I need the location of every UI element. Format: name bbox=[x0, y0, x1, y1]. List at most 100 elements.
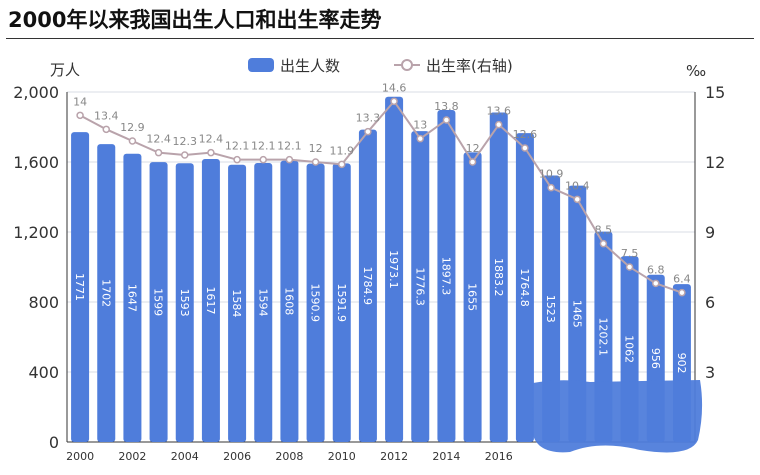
rate-point bbox=[652, 279, 660, 288]
rate-value-label: 6.4 bbox=[673, 273, 691, 286]
bar-value-label: 1764.8 bbox=[518, 268, 531, 307]
rate-value-label: 14 bbox=[73, 95, 87, 108]
bar bbox=[254, 163, 273, 443]
rate-value-label: 12.4 bbox=[146, 133, 171, 146]
bar-value-label: 1702 bbox=[99, 279, 112, 307]
bar-value-label: 1655 bbox=[466, 283, 479, 311]
y2-tick-label: 15 bbox=[705, 83, 725, 102]
bar-value-label: 1465 bbox=[570, 300, 583, 328]
bar-value-label: 956 bbox=[649, 348, 662, 369]
bar bbox=[123, 153, 142, 442]
rate-value-label: 14.6 bbox=[382, 81, 407, 94]
y-tick-label: 1,600 bbox=[13, 153, 59, 172]
x-tick-label: 2010 bbox=[328, 450, 356, 463]
rate-point bbox=[390, 97, 398, 106]
rate-point bbox=[338, 160, 346, 169]
rate-point bbox=[233, 155, 241, 164]
rate-value-label: 13.6 bbox=[487, 105, 512, 118]
bar-value-label: 1883.2 bbox=[492, 258, 505, 297]
x-tick-label: 2014 bbox=[432, 450, 460, 463]
y-tick-label: 400 bbox=[28, 363, 59, 382]
x-tick-label: 2002 bbox=[118, 450, 146, 463]
bar-value-label: 1591.9 bbox=[335, 283, 348, 322]
rate-point bbox=[521, 144, 529, 152]
bar bbox=[463, 152, 482, 442]
rate-point bbox=[468, 158, 477, 166]
bar bbox=[437, 109, 456, 442]
rate-value-label: 12.9 bbox=[120, 121, 145, 134]
title-divider bbox=[6, 38, 754, 39]
y2-tick-label: 9 bbox=[705, 223, 715, 242]
bar bbox=[358, 129, 377, 442]
y-tick-label: 800 bbox=[28, 293, 59, 312]
rate-point bbox=[311, 158, 320, 166]
bar-value-label: 902 bbox=[675, 353, 688, 374]
x-tick-label: 2000 bbox=[66, 450, 94, 463]
rate-point bbox=[128, 137, 137, 145]
y2-tick-label: 6 bbox=[705, 293, 715, 312]
rate-value-label: 12.4 bbox=[199, 133, 224, 146]
bar-value-label: 1647 bbox=[125, 284, 138, 312]
rate-point bbox=[285, 155, 294, 164]
rate-point bbox=[207, 148, 215, 157]
bar bbox=[332, 163, 351, 443]
bar bbox=[228, 164, 247, 443]
rate-value-label: 12.1 bbox=[225, 140, 250, 153]
bar-value-label: 1776.3 bbox=[413, 267, 426, 306]
page-title: 2000年以来我国出生人口和出生率走势 bbox=[8, 8, 382, 32]
x-tick-label: 2016 bbox=[485, 450, 513, 463]
bar bbox=[568, 185, 587, 442]
rate-value-label: 10.9 bbox=[539, 168, 564, 181]
legend-bar-swatch bbox=[248, 58, 274, 72]
bar-value-label: 1784.9 bbox=[361, 267, 374, 306]
bar bbox=[306, 163, 325, 442]
rate-value-label: 10.4 bbox=[565, 179, 590, 192]
rate-point bbox=[154, 148, 163, 157]
rate-point bbox=[259, 155, 267, 164]
rate-point bbox=[547, 183, 555, 192]
rate-value-label: 13.4 bbox=[94, 109, 119, 122]
bar-value-label: 1593 bbox=[178, 289, 191, 317]
bar-value-label: 1897.3 bbox=[439, 257, 452, 296]
rate-point bbox=[495, 120, 503, 129]
rate-value-label: 12 bbox=[309, 142, 323, 155]
bar bbox=[385, 96, 404, 443]
rate-value-label: 11.9 bbox=[330, 144, 355, 157]
rate-point bbox=[102, 125, 110, 134]
x-tick-label: 2012 bbox=[380, 450, 408, 463]
rate-point bbox=[625, 263, 634, 271]
y-tick-label: 2,000 bbox=[13, 83, 59, 102]
bar bbox=[175, 163, 194, 442]
bar bbox=[71, 132, 90, 442]
x-tick-label: 2004 bbox=[171, 450, 199, 463]
bar bbox=[489, 112, 508, 442]
bar-value-label: 1771 bbox=[73, 273, 86, 301]
bar bbox=[201, 159, 220, 442]
bar bbox=[280, 160, 299, 442]
rate-value-label: 13.3 bbox=[356, 112, 381, 125]
bar-value-label: 1599 bbox=[152, 288, 165, 316]
rate-value-label: 12.1 bbox=[251, 140, 276, 153]
legend-line-label: 出生率(右轴) bbox=[426, 57, 513, 75]
rate-point bbox=[573, 195, 581, 204]
obscured-region bbox=[532, 380, 703, 453]
x-tick-label: 2008 bbox=[275, 450, 303, 463]
rate-value-label: 8.5 bbox=[595, 224, 613, 237]
y-axis-label: 万人 bbox=[50, 61, 80, 79]
rate-value-label: 13.8 bbox=[434, 100, 459, 113]
bar-value-label: 1594 bbox=[256, 289, 269, 317]
bar-value-label: 1617 bbox=[204, 287, 217, 315]
bar-value-label: 1523 bbox=[544, 295, 557, 323]
y-tick-label: 0 bbox=[49, 433, 59, 452]
bar bbox=[411, 131, 430, 442]
y2-axis-label: ‰ bbox=[686, 62, 706, 80]
rate-value-label: 12.1 bbox=[277, 140, 302, 153]
bar-value-label: 1062 bbox=[623, 335, 636, 363]
bar-value-label: 1584 bbox=[230, 289, 243, 317]
bar bbox=[97, 144, 116, 442]
rate-point bbox=[76, 111, 84, 120]
legend-bar-label: 出生人数 bbox=[280, 57, 340, 75]
rate-value-label: 12 bbox=[466, 142, 480, 155]
bar bbox=[542, 175, 561, 442]
rate-value-label: 12.6 bbox=[513, 128, 538, 141]
